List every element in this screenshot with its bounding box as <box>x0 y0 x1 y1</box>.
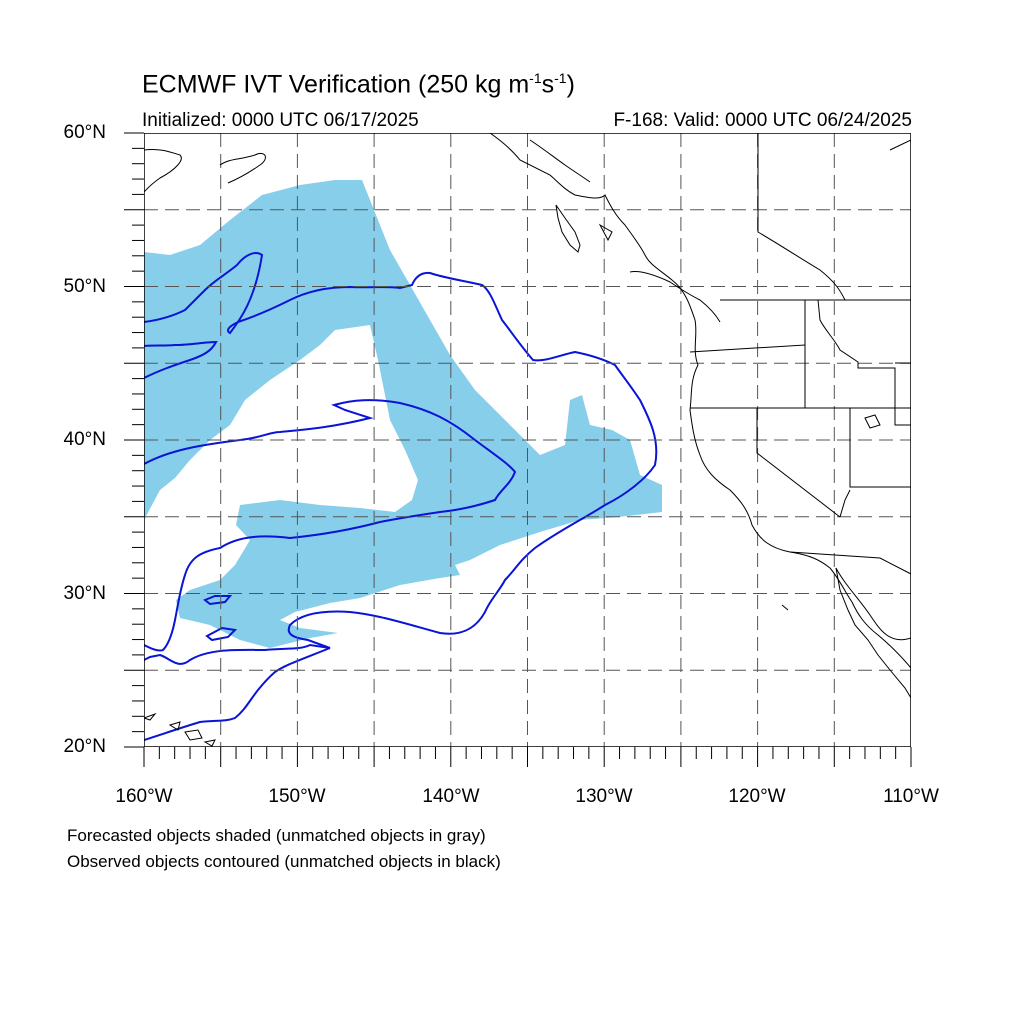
lon-label-160w: 160°W <box>115 786 173 807</box>
init-time-label: Initialized: 0000 UTC 06/17/2025 <box>142 110 419 131</box>
lon-label-150w: 150°W <box>268 786 326 807</box>
observed-ivt-contour-main <box>144 399 517 652</box>
observed-ivt-contour-island-2 <box>205 626 238 642</box>
coastline-borders <box>144 133 911 747</box>
lon-label-140w: 140°W <box>422 786 480 807</box>
lon-label-120w: 120°W <box>728 786 786 807</box>
graticule <box>144 133 911 747</box>
axis-ticks <box>124 132 912 767</box>
observed-ivt-contour-island <box>203 595 233 606</box>
lon-label-130w: 130°W <box>575 786 633 807</box>
valid-time-label: F-168: Valid: 0000 UTC 06/24/2025 <box>613 110 912 131</box>
observed-ivt-contour-west <box>144 340 218 379</box>
forecast-ivt-object <box>144 180 662 648</box>
lat-label-30: 30°N <box>63 583 106 604</box>
lon-label-110w: 110°W <box>883 786 939 807</box>
lat-label-40: 40°N <box>63 429 106 450</box>
lat-label-50: 50°N <box>63 276 106 297</box>
observed-ivt-contour-large <box>144 252 658 665</box>
footnote-observed: Observed objects contoured (unmatched ob… <box>67 852 501 871</box>
lat-label-20: 20°N <box>63 736 106 757</box>
footnote-forecast: Forecasted objects shaded (unmatched obj… <box>67 826 486 845</box>
page-title: ECMWF IVT Verification (250 kg m-1s-1) <box>142 70 575 99</box>
lat-label-60: 60°N <box>63 122 106 143</box>
